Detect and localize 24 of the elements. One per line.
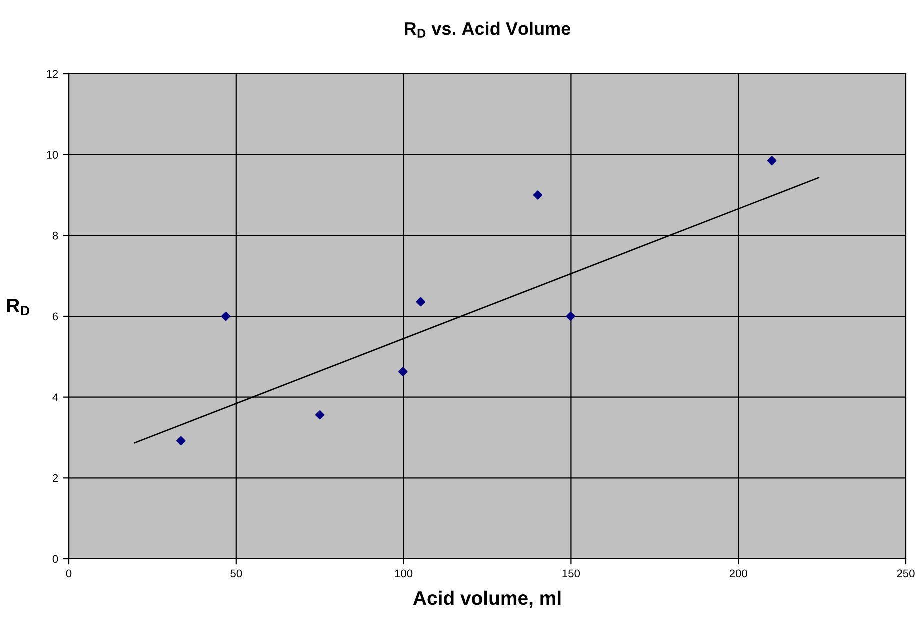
- x-tick-label: 250: [897, 570, 915, 578]
- y-axis-title: R$_{D}$: [7, 299, 30, 316]
- point: [221, 312, 231, 322]
- y-tick-label: 8: [52, 232, 58, 240]
- chart-title: R$_{D}$ vs. Acid Volume: [405, 22, 570, 38]
- point: [767, 156, 777, 166]
- y-tick-label: 0: [52, 555, 58, 564]
- point: [398, 367, 408, 376]
- x-tick-label: 100: [395, 570, 413, 578]
- y-tick-label: 12: [47, 70, 58, 78]
- y-tick-label: 4: [52, 394, 58, 402]
- x-axis-title: Acid volume, ml: [413, 590, 561, 608]
- point: [176, 436, 186, 446]
- y-tick-label: 10: [47, 151, 58, 159]
- x-tick-label: 200: [730, 570, 748, 578]
- x-tick-label: 50: [230, 570, 242, 578]
- x-tick-label: 0: [66, 570, 72, 578]
- point: [533, 190, 543, 200]
- x-tick-label: 150: [562, 570, 580, 578]
- y-tick-label: 6: [52, 312, 58, 321]
- point: [315, 410, 325, 420]
- point: [416, 297, 426, 307]
- point: [566, 312, 576, 322]
- y-tick-label: 2: [52, 474, 58, 482]
